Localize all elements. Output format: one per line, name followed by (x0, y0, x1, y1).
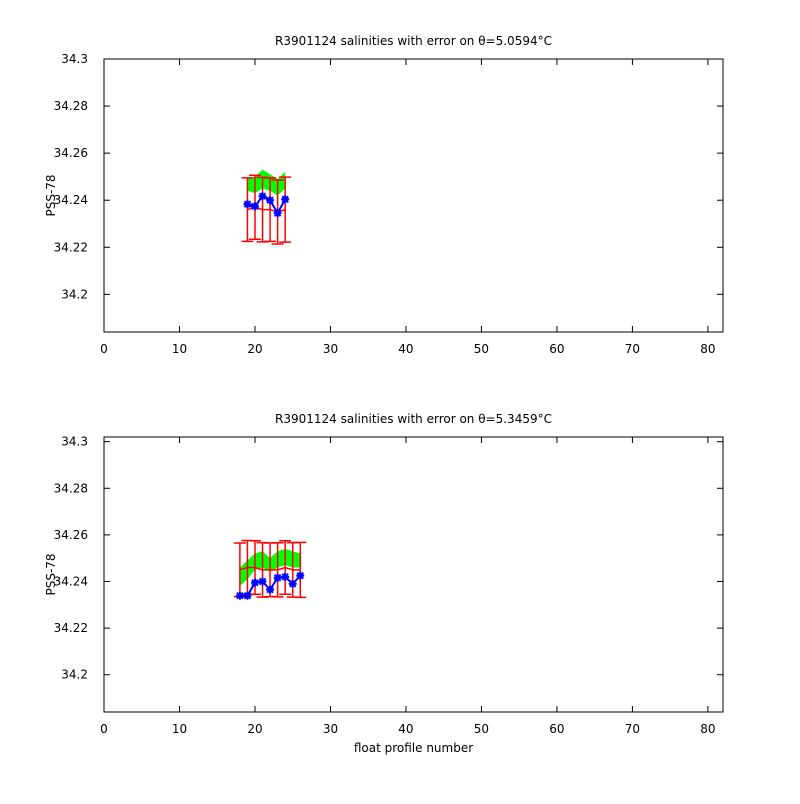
y-tick-label: 34.22 (54, 621, 88, 635)
point (296, 571, 305, 580)
x-tick-label: 50 (474, 722, 489, 736)
point (266, 585, 275, 594)
x-tick-label: 70 (625, 342, 640, 356)
y-tick-label: 34.26 (54, 528, 88, 542)
y-tick-label: 34.28 (54, 99, 88, 113)
x-tick-label: 60 (549, 722, 564, 736)
y-tick-label: 34.24 (54, 193, 88, 207)
x-tick-label: 50 (474, 342, 489, 356)
chart-title: R3901124 salinities with error on θ=5.34… (275, 412, 552, 426)
point (281, 195, 290, 204)
point (258, 192, 267, 201)
x-tick-label: 30 (323, 342, 338, 356)
x-tick-label: 20 (247, 722, 262, 736)
x-tick-label: 30 (323, 722, 338, 736)
plot-area (104, 59, 723, 332)
y-tick-label: 34.2 (61, 287, 88, 301)
point (288, 579, 297, 588)
y-tick-label: 34.3 (61, 52, 88, 66)
x-tick-label: 80 (700, 342, 715, 356)
point (273, 209, 282, 218)
point (250, 578, 259, 587)
x-tick-label: 60 (549, 342, 564, 356)
point (281, 572, 290, 581)
x-tick-label: 40 (398, 722, 413, 736)
point (243, 591, 252, 600)
y-tick-label: 34.24 (54, 574, 88, 588)
plot-area (104, 437, 723, 712)
x-tick-label: 40 (398, 342, 413, 356)
error-bar (279, 176, 292, 243)
axes-box (103, 58, 724, 333)
y-tick-label: 34.3 (61, 435, 88, 449)
x-tick-label: 20 (247, 342, 262, 356)
point (266, 196, 275, 205)
x-tick-label: 80 (700, 722, 715, 736)
y-axis-label: PSS-78 (44, 174, 58, 216)
y-tick-label: 34.28 (54, 481, 88, 495)
x-axis-label: float profile number (354, 741, 473, 755)
x-tick-label: 10 (172, 722, 187, 736)
y-tick-label: 34.26 (54, 146, 88, 160)
x-tick-label: 10 (172, 342, 187, 356)
x-tick-label: 70 (625, 722, 640, 736)
x-tick-label: 0 (100, 722, 108, 736)
band (247, 169, 286, 196)
point (250, 202, 259, 211)
x-tick-label: 0 (100, 342, 108, 356)
axes-box (103, 436, 724, 713)
mapped-line (239, 566, 301, 571)
y-tick-label: 34.22 (54, 240, 88, 254)
chart-title: R3901124 salinities with error on θ=5.05… (275, 34, 552, 48)
point (258, 577, 267, 586)
y-axis-label: PSS-78 (44, 553, 58, 595)
point (235, 591, 244, 600)
y-tick-label: 34.2 (61, 668, 88, 682)
point (273, 573, 282, 582)
point (243, 200, 252, 209)
